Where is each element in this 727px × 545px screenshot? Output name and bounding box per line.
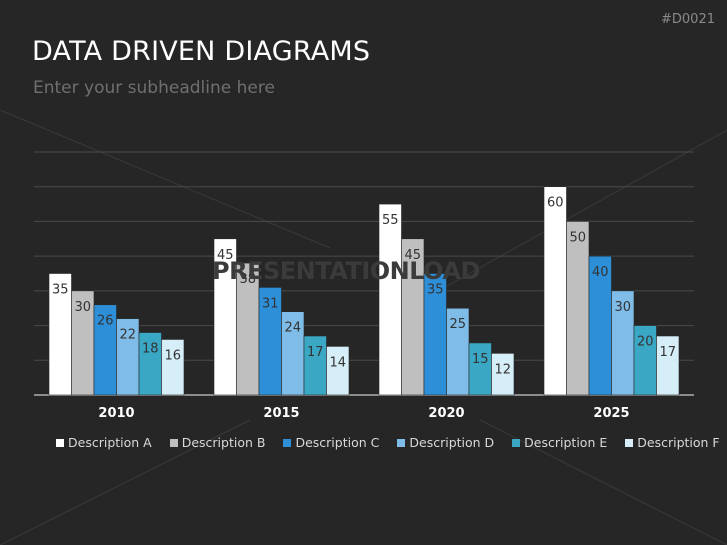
bar-value-label: 20 (637, 335, 654, 350)
legend-swatch (169, 438, 178, 447)
legend-swatch (283, 438, 292, 447)
bar-value-label: 45 (404, 248, 421, 263)
bar-2020-0 (378, 203, 402, 396)
decor-line-0 (0, 109, 331, 249)
chart-bars (48, 186, 680, 396)
legend-item: Description D (397, 435, 494, 450)
bar-value-label: 30 (74, 300, 91, 315)
legend-swatch (625, 438, 634, 447)
legend-item: Description B (169, 435, 266, 450)
bar-value-label: 15 (472, 352, 489, 367)
bar-value-label: 35 (427, 283, 444, 298)
slide-code: #D0021 (661, 12, 715, 27)
bar-2015-5 (326, 346, 350, 396)
bar-2025-5 (656, 335, 680, 396)
bar-value-label: 14 (329, 355, 346, 370)
bar-2025-0 (543, 186, 567, 396)
x-tick-label: 2025 (593, 406, 629, 421)
legend-label: Description C (295, 435, 380, 450)
bar-value-label: 16 (164, 348, 181, 363)
bar-value-label: 40 (592, 265, 609, 280)
bar-value-label: 18 (142, 342, 159, 357)
decor-line-2 (0, 419, 251, 545)
legend-label: Description A (68, 435, 152, 450)
bar-2025-1 (566, 221, 590, 396)
bar-value-label: 30 (614, 300, 631, 315)
bar-value-label: 55 (382, 213, 399, 228)
legend-swatch (512, 438, 521, 447)
legend-item: Description E (512, 435, 607, 450)
decor-line-3 (479, 419, 727, 545)
bar-2020-5 (491, 353, 515, 396)
chart-legend: Description A Description B Description C D… (56, 435, 720, 450)
page-title: DATA DRIVEN DIAGRAMS (32, 36, 371, 67)
legend-swatch (56, 438, 64, 447)
chart-x-ticks: 2010 2015 2020 2025 (98, 406, 629, 421)
legend-item: Description F (625, 435, 720, 450)
bar-2020-4 (468, 342, 492, 396)
bar-value-label: 24 (284, 321, 301, 336)
bar-value-label: 31 (262, 296, 279, 311)
legend-swatch (397, 438, 406, 447)
watermark-logo: PRESENTATIONLOAD (212, 257, 480, 285)
legend-label: Description F (637, 435, 720, 450)
bar-value-label: 38 (239, 272, 256, 287)
x-tick-label: 2020 (428, 406, 464, 421)
legend-item: Description C (283, 435, 379, 450)
legend-label: Description B (181, 435, 266, 450)
bar-value-label: 45 (217, 248, 234, 263)
legend-item: Description A (56, 435, 152, 450)
bar-value-label: 50 (569, 230, 586, 245)
bar-value-label: 35 (52, 283, 69, 298)
legend-label: Description E (524, 435, 608, 450)
bar-value-label: 22 (119, 328, 136, 343)
bar-2010-5 (161, 339, 185, 396)
x-tick-label: 2015 (263, 406, 299, 421)
bar-value-label: 12 (494, 362, 511, 377)
bar-value-label: 25 (449, 317, 466, 332)
legend-label: Description D (409, 435, 495, 450)
x-tick-label: 2010 (98, 406, 134, 421)
bar-value-label: 60 (547, 196, 564, 211)
bar-value-label: 26 (97, 314, 114, 329)
page-subtitle: Enter your subheadline here (33, 78, 275, 98)
bar-value-label: 17 (307, 345, 324, 360)
bar-value-label: 17 (659, 345, 676, 360)
decorative-lines (0, 109, 727, 545)
chart-data-labels: 35 30 26 22 18 16 45 38 31 24 17 14 55 45 35 25 15 12 60 50… (52, 196, 676, 378)
decor-line-1 (439, 129, 727, 291)
